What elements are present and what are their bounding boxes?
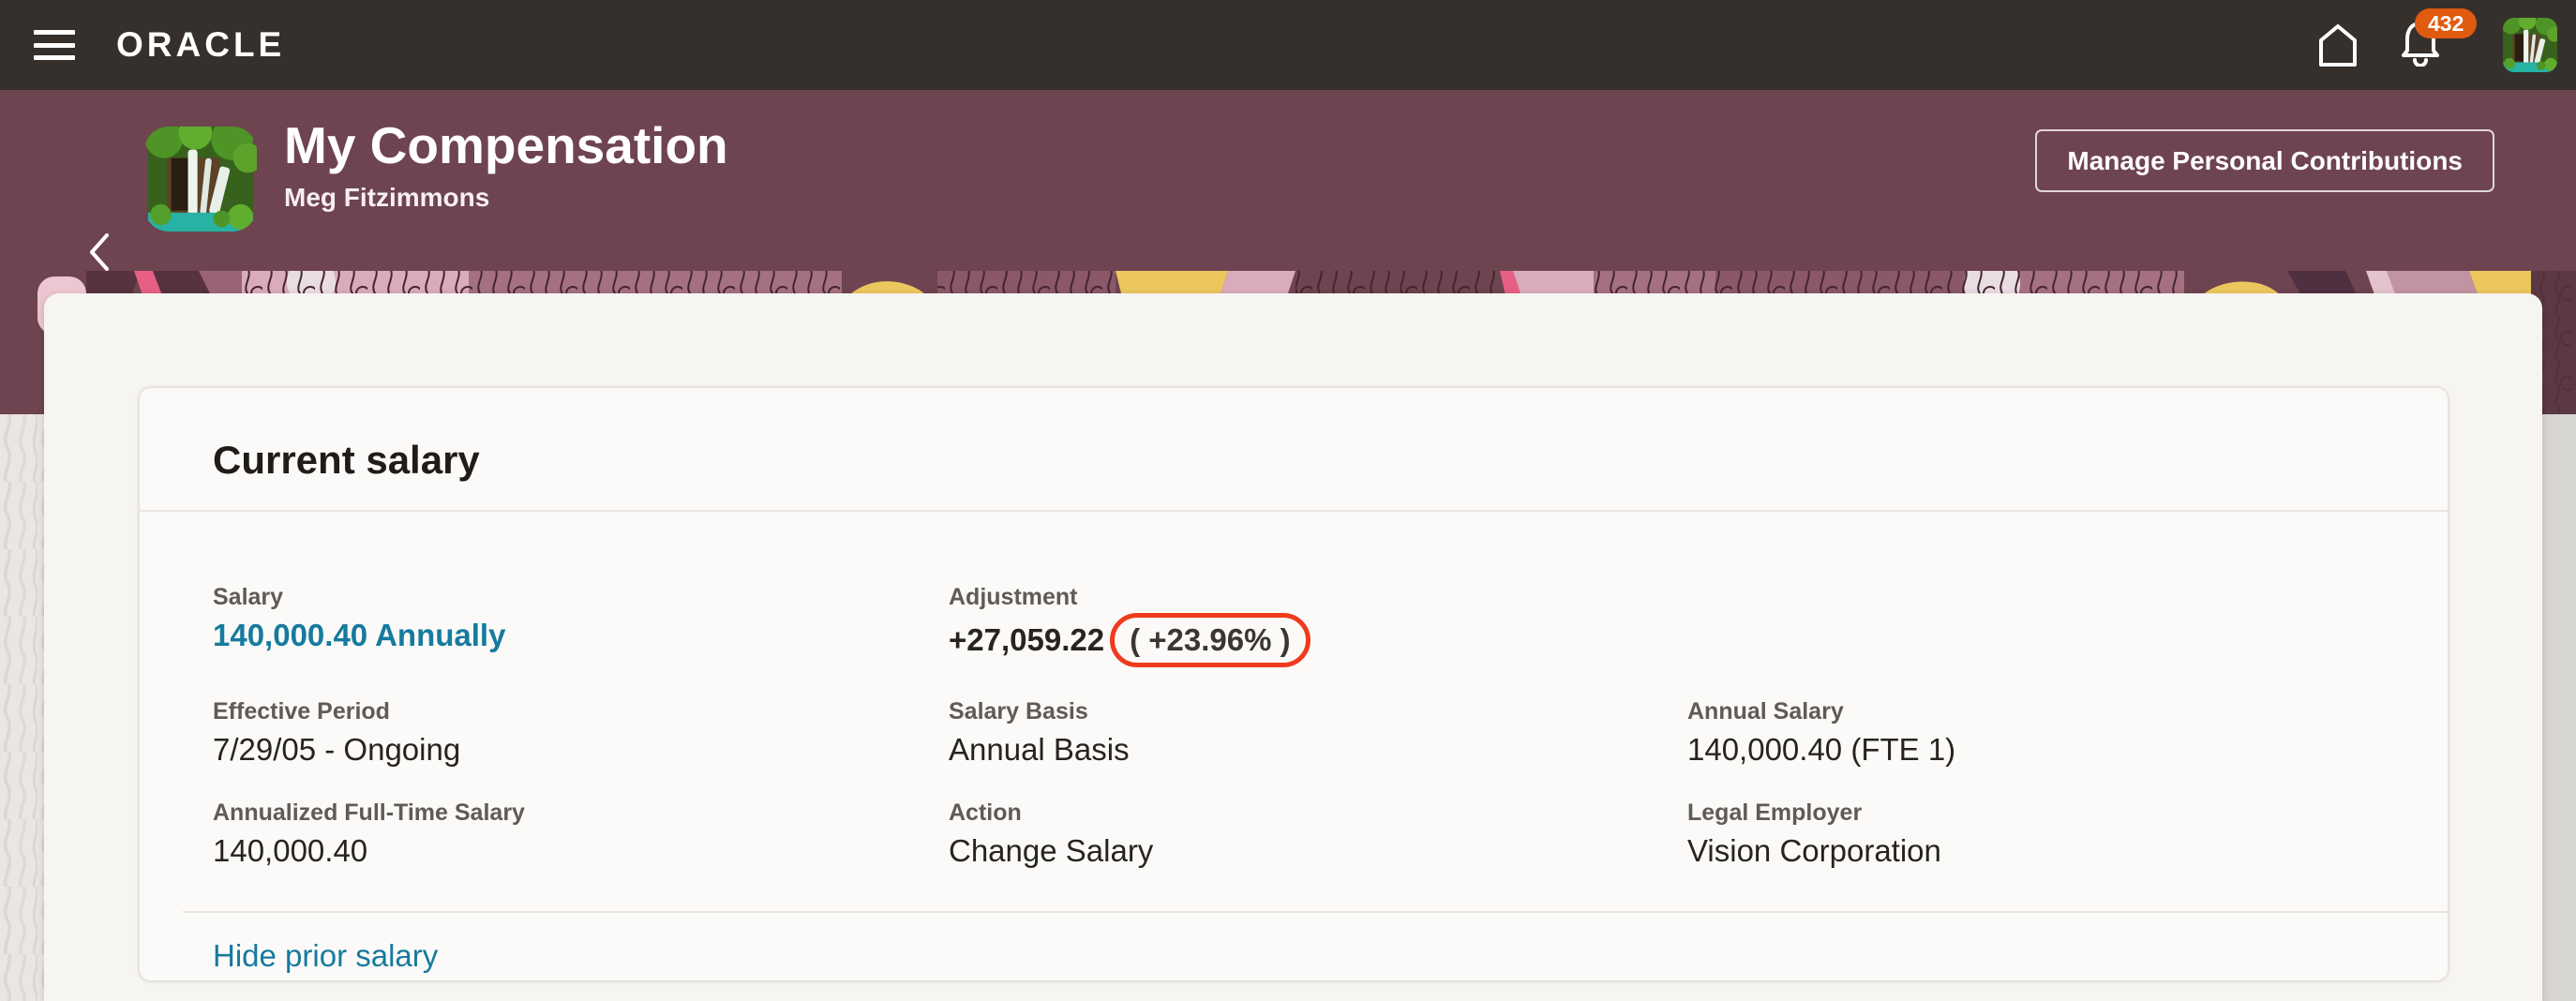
global-header-actions: 432 <box>2317 7 2557 72</box>
notification-count-badge: 432 <box>2415 7 2478 38</box>
field-label: Annualized Full-Time Salary <box>213 799 525 826</box>
field-effective-period: Effective Period 7/29/05 - Ongoing <box>213 697 949 769</box>
card-footer-divider <box>183 911 2448 913</box>
field-value: 140,000.40 <box>213 833 368 868</box>
salary-fields-grid: Salary 140,000.40 Annually Adjustment +2… <box>140 512 2448 870</box>
field-salary-basis: Salary Basis Annual Basis <box>949 697 1687 769</box>
back-button[interactable] <box>82 231 116 274</box>
field-label: Adjustment <box>949 584 1078 610</box>
global-header: ORACLE 432 <box>0 0 2576 90</box>
field-value: 140,000.40 (FTE 1) <box>1687 732 1956 767</box>
field-label: Action <box>949 799 1022 826</box>
annotation-oval: ( +23.96% ) <box>1110 613 1310 667</box>
field-annual-salary: Annual Salary 140,000.40 (FTE 1) <box>1687 697 2403 769</box>
field-label: Effective Period <box>213 698 390 725</box>
current-salary-card: Current salary Salary 140,000.40 Annuall… <box>138 386 2449 982</box>
field-value: Annual Basis <box>949 732 1130 767</box>
card-title: Current salary <box>213 438 480 482</box>
field-annualized-full-time-salary: Annualized Full-Time Salary 140,000.40 <box>213 799 949 870</box>
field-empty <box>1687 583 2403 667</box>
adjustment-amount: +27,059.22 <box>949 622 1105 657</box>
page-hero: My Compensation Meg Fitzimmons Manage Pe… <box>0 90 2576 271</box>
chevron-left-icon <box>90 233 109 271</box>
field-label: Legal Employer <box>1687 799 1863 826</box>
background-watermark <box>0 414 44 1001</box>
card-header: Current salary <box>140 388 2448 510</box>
field-label: Salary Basis <box>949 698 1088 725</box>
oracle-logo: ORACLE <box>116 25 286 64</box>
field-label: Salary <box>213 584 284 610</box>
home-icon[interactable] <box>2317 23 2359 67</box>
field-value: Change Salary <box>949 833 1154 868</box>
employee-avatar[interactable] <box>144 127 257 232</box>
background-strip <box>2542 414 2576 1001</box>
field-label: Annual Salary <box>1687 698 1844 725</box>
employee-name: Meg Fitzimmons <box>284 183 490 212</box>
card-header-divider <box>140 510 2448 512</box>
hamburger-menu-icon[interactable] <box>34 30 75 60</box>
waterfall-photo <box>144 127 257 232</box>
page-title: My Compensation <box>284 116 728 174</box>
field-value: Vision Corporation <box>1687 833 1941 868</box>
field-adjustment: Adjustment +27,059.22 ( +23.96% ) <box>949 583 1687 667</box>
field-action: Action Change Salary <box>949 799 1687 870</box>
field-legal-employer: Legal Employer Vision Corporation <box>1687 799 2403 870</box>
hide-prior-salary-link[interactable]: Hide prior salary <box>213 938 439 973</box>
notifications-button[interactable]: 432 <box>2400 7 2478 71</box>
content-panel: Current salary Salary 140,000.40 Annuall… <box>44 293 2542 1001</box>
manage-personal-contributions-button[interactable]: Manage Personal Contributions <box>2035 129 2494 192</box>
field-value: 140,000.40 Annually <box>213 618 506 652</box>
user-avatar[interactable] <box>2503 18 2557 72</box>
field-value: 7/29/05 - Ongoing <box>213 732 461 767</box>
waterfall-photo <box>2503 18 2557 72</box>
field-salary: Salary 140,000.40 Annually <box>213 583 949 667</box>
